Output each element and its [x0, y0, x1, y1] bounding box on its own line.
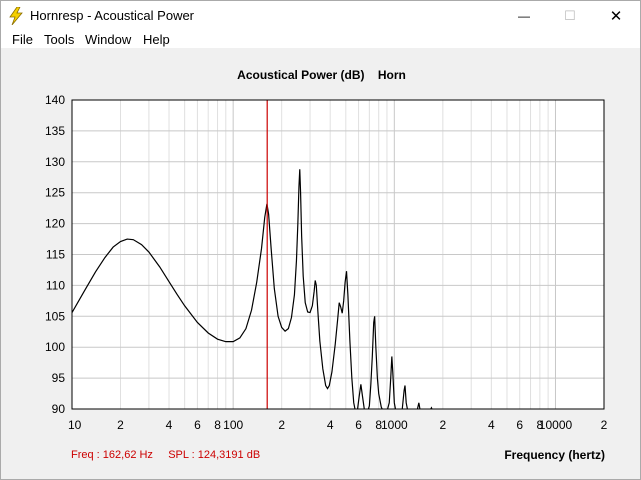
y-tick-label: 95 — [52, 371, 66, 385]
x-tick-label: 2 — [117, 418, 124, 432]
chart-title: Acoustical Power (dB) Horn — [237, 68, 406, 82]
x-tick-label: 4 — [166, 418, 173, 432]
spl-readout: SPL : 124,3191 dB — [168, 449, 261, 461]
x-tick-label: 8 — [214, 418, 221, 432]
x-tick-label: 8 — [375, 418, 382, 432]
x-tick-label: 100 — [223, 418, 243, 432]
y-tick-label: 120 — [45, 217, 65, 231]
x-tick-label: 2 — [278, 418, 285, 432]
x-tick-label: 6 — [355, 418, 362, 432]
menu-tools[interactable]: Tools — [44, 32, 75, 47]
y-tick-label: 90 — [52, 402, 66, 416]
close-icon: ✕ — [609, 8, 623, 25]
cursor-readout: Freq : 162,62 Hz SPL : 124,3191 dB — [71, 449, 260, 461]
x-tick-label: 10 — [68, 418, 82, 432]
window-title: Hornresp - Acoustical Power — [30, 8, 195, 23]
y-tick-label: 140 — [45, 93, 65, 107]
maximize-button[interactable]: ☐ — [547, 1, 593, 31]
chart-area[interactable]: Acoustical Power (dB) Horn 90 95 100 105 110… — [1, 48, 640, 479]
menu-bar: File Tools Window Help — [1, 31, 640, 48]
y-tick-label: 115 — [46, 248, 65, 262]
x-tick-label: 6 — [516, 418, 523, 432]
close-button[interactable]: ✕ — [593, 1, 639, 31]
x-tick-label: 8 — [537, 418, 544, 432]
y-tick-label: 110 — [46, 278, 65, 292]
x-tick-label: 10000 — [539, 418, 573, 432]
power-response-line — [72, 169, 433, 409]
x-tick-label: 2 — [601, 418, 608, 432]
title-bar[interactable]: Hornresp - Acoustical Power — ☐ ✕ — [1, 1, 640, 31]
x-tick-label: 4 — [327, 418, 334, 432]
menu-help[interactable]: Help — [143, 32, 170, 47]
minimize-icon: — — [518, 9, 530, 23]
lightning-icon — [9, 7, 23, 25]
y-tick-label: 130 — [45, 155, 65, 169]
y-tick-label: 135 — [45, 124, 65, 138]
minimize-button[interactable]: — — [501, 1, 547, 31]
freq-readout: Freq : 162,62 Hz — [71, 449, 153, 461]
y-tick-label: 105 — [45, 309, 65, 323]
y-tick-label: 125 — [45, 186, 65, 200]
menu-file[interactable]: File — [12, 32, 33, 47]
y-tick-label: 100 — [45, 340, 65, 354]
x-axis-label: Frequency (hertz) — [504, 448, 605, 462]
plot-frame — [71, 99, 605, 410]
menu-window[interactable]: Window — [85, 32, 132, 47]
x-tick-label: 2 — [439, 418, 446, 432]
x-tick-label: 1000 — [381, 418, 408, 432]
x-tick-label: 6 — [194, 418, 201, 432]
x-tick-label: 4 — [488, 418, 495, 432]
maximize-icon: ☐ — [564, 8, 576, 23]
